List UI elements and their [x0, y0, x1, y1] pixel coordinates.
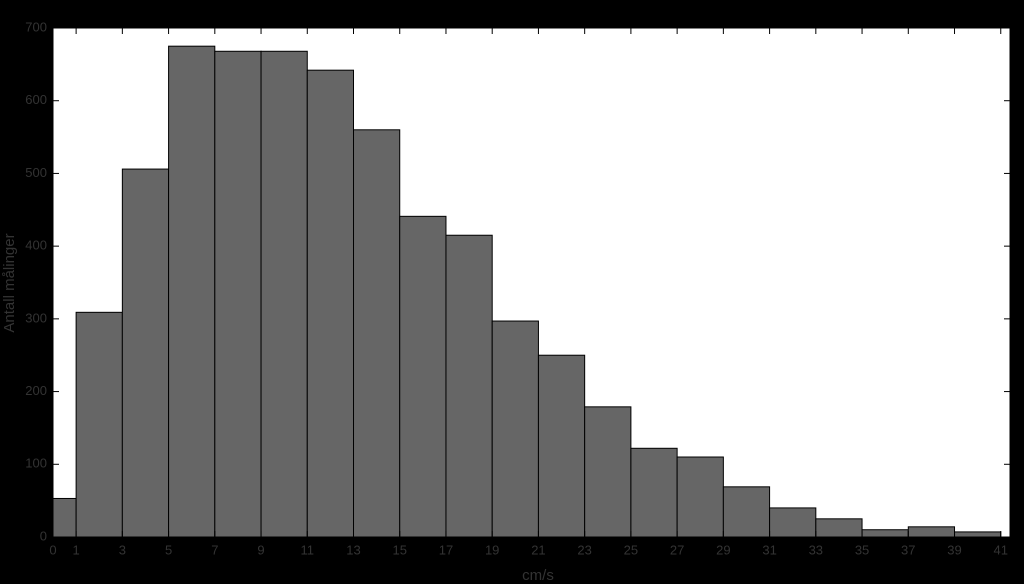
y-tick-label: 500 — [25, 165, 47, 180]
x-tick-label: 17 — [439, 542, 453, 557]
y-tick-label: 600 — [25, 92, 47, 107]
bar — [537, 354, 586, 538]
bar — [861, 529, 909, 538]
x-tick-label: 21 — [531, 542, 545, 557]
bar — [491, 320, 539, 538]
bar — [630, 447, 678, 538]
x-tick-label: 0 — [49, 542, 56, 557]
x-tick-label: 9 — [257, 542, 264, 557]
y-tick-label: 100 — [25, 456, 47, 471]
x-tick-label: 31 — [762, 542, 776, 557]
x-tick-label: 19 — [485, 542, 499, 557]
bar — [815, 518, 863, 538]
x-tick-label: 37 — [901, 542, 915, 557]
x-tick-label: 13 — [346, 542, 360, 557]
y-tick-label: 400 — [25, 238, 47, 253]
x-tick-label: 33 — [809, 542, 823, 557]
x-axis-label: cm/s — [522, 567, 554, 584]
x-tick-label: 25 — [624, 542, 638, 557]
bar — [722, 486, 771, 538]
bar — [399, 215, 447, 538]
bar — [52, 497, 77, 538]
y-axis-label: Antall målinger — [1, 233, 18, 332]
x-tick-label: 15 — [393, 542, 407, 557]
bar — [353, 129, 401, 538]
bar — [954, 531, 1002, 538]
y-tick-label: 700 — [25, 19, 47, 34]
y-tick-label: 300 — [25, 310, 47, 325]
bar — [260, 50, 308, 538]
bar — [214, 50, 262, 538]
x-tick-label: 29 — [716, 542, 730, 557]
bar — [769, 507, 817, 538]
bar — [75, 311, 123, 538]
x-tick-label: 7 — [211, 542, 218, 557]
x-tick-label: 35 — [855, 542, 869, 557]
x-tick-label: 11 — [301, 542, 315, 557]
x-tick-label: 3 — [119, 542, 126, 557]
bar — [121, 168, 170, 538]
bar — [445, 234, 493, 538]
bar — [306, 69, 355, 538]
bar — [907, 526, 956, 538]
x-tick-label: 23 — [577, 542, 591, 557]
x-tick-label: 39 — [947, 542, 961, 557]
bar — [676, 456, 724, 538]
bar — [584, 406, 632, 538]
bar — [168, 45, 216, 538]
y-tick-label: 0 — [40, 528, 47, 543]
y-tick-label: 200 — [25, 383, 47, 398]
x-tick-label: 5 — [165, 542, 172, 557]
x-tick-label: 27 — [670, 542, 684, 557]
x-tick-label: 1 — [72, 542, 79, 557]
x-tick-label: 41 — [994, 542, 1008, 557]
